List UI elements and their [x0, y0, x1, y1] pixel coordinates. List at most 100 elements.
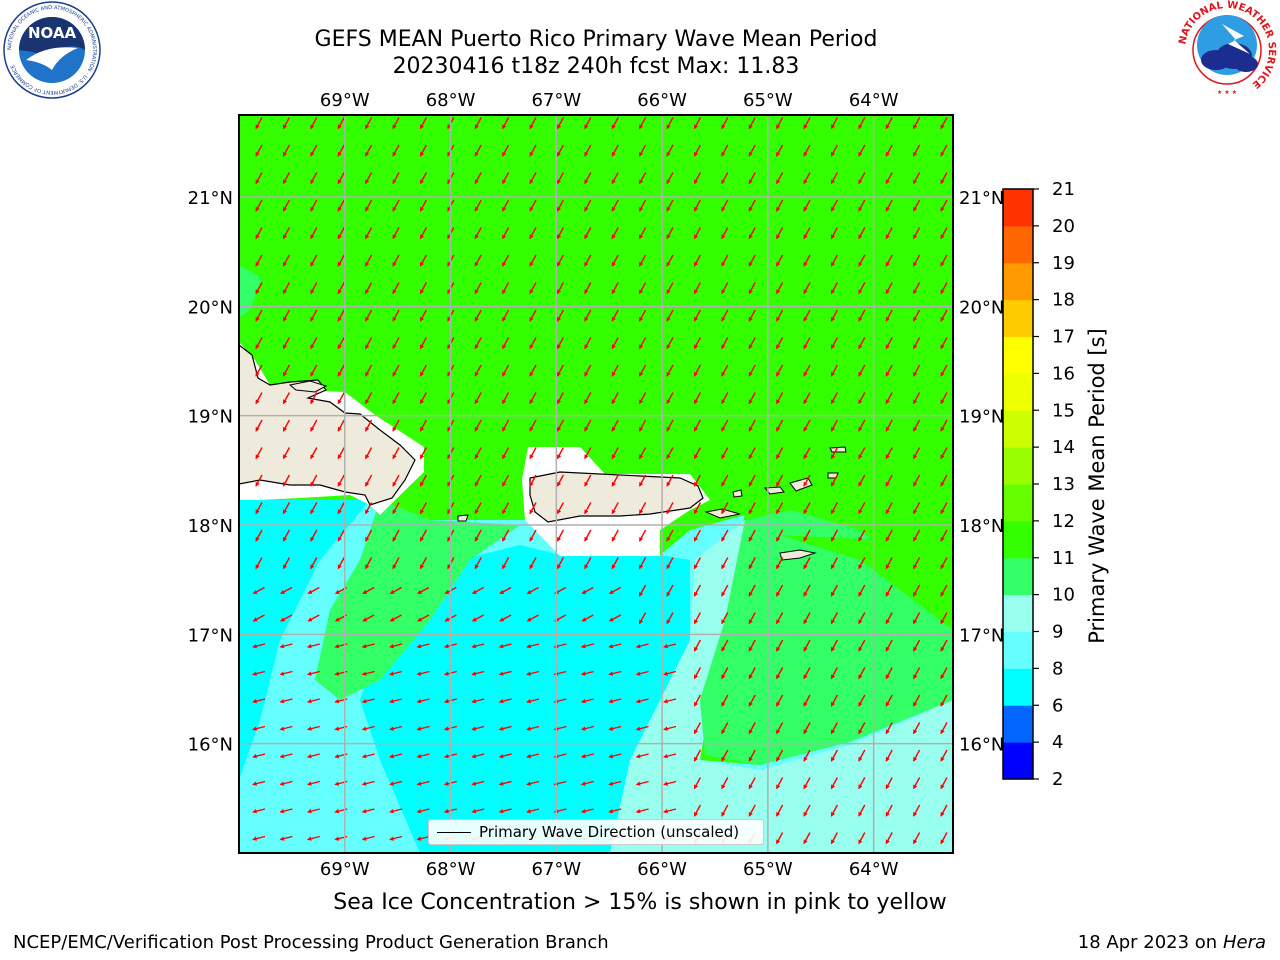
- wave-direction-arrow: [858, 694, 866, 707]
- wave-direction-arrow: [392, 282, 400, 295]
- wave-direction-arrow: [666, 392, 674, 405]
- colorbar-segment: [1003, 742, 1033, 780]
- wave-direction-arrow: [310, 474, 318, 487]
- wave-direction-arrow: [580, 725, 594, 731]
- wave-direction-arrow: [940, 832, 948, 845]
- wave-direction-arrow: [940, 804, 948, 817]
- wave-direction-arrow: [306, 643, 320, 649]
- wave-direction-arrow: [364, 392, 373, 405]
- wave-direction-arrow: [693, 694, 702, 707]
- wave-direction-arrow: [721, 667, 729, 680]
- lat-tick-right: 21°N: [959, 188, 1004, 209]
- wave-direction-arrow: [693, 777, 702, 790]
- wave-direction-arrow: [940, 612, 948, 625]
- wave-direction-arrow: [803, 722, 811, 735]
- wave-direction-arrow: [310, 199, 318, 212]
- wave-direction-arrow: [611, 309, 619, 322]
- wave-direction-arrow: [392, 199, 400, 212]
- wave-direction-arrow: [830, 777, 839, 790]
- wave-direction-arrow: [693, 474, 702, 487]
- wave-direction-arrow: [282, 392, 291, 405]
- wave-direction-arrow: [885, 337, 893, 350]
- wave-direction-arrow: [361, 643, 375, 649]
- wave-direction-arrow: [392, 419, 400, 432]
- wave-direction-arrow: [666, 364, 674, 377]
- wave-direction-arrow: [635, 643, 649, 649]
- wave-direction-arrow: [666, 199, 674, 212]
- wave-direction-arrow: [940, 529, 948, 542]
- wave-direction-arrow: [721, 199, 729, 212]
- wave-direction-arrow: [940, 392, 948, 405]
- wave-direction-arrow: [940, 364, 948, 377]
- wave-direction-arrow: [663, 808, 677, 814]
- wave-direction-arrow: [361, 835, 375, 841]
- wave-direction-arrow: [419, 474, 428, 487]
- wave-direction-arrow: [389, 643, 403, 649]
- wave-direction-arrow: [912, 227, 921, 240]
- wave-direction-arrow: [803, 392, 811, 405]
- wave-direction-arrow: [635, 808, 649, 814]
- wave-direction-arrow: [885, 612, 893, 625]
- wave-direction-arrow: [748, 199, 756, 212]
- colorbar-tick-label: 19: [1052, 253, 1075, 274]
- wave-direction-arrow: [471, 808, 485, 814]
- wave-direction-arrow: [885, 749, 893, 762]
- wave-direction-arrow: [498, 753, 512, 759]
- wave-direction-arrow: [307, 586, 320, 595]
- wave-direction-arrow: [364, 282, 373, 295]
- wave-direction-arrow: [693, 419, 702, 432]
- wave-direction-arrow: [885, 777, 893, 790]
- wave-direction-arrow: [337, 557, 345, 570]
- lat-tick-left: 16°N: [188, 735, 233, 756]
- wave-direction-arrow: [282, 557, 291, 570]
- colorbar-segment: [1003, 373, 1033, 411]
- wave-direction-arrow: [556, 529, 565, 542]
- nws-logo: NATIONAL WEATHER SERVICE ★ ★ ★: [1177, 0, 1277, 98]
- colorbar-tick-label: 15: [1052, 400, 1075, 421]
- lon-tick-bottom: 68°W: [426, 859, 476, 880]
- wave-direction-arrow: [501, 364, 510, 377]
- colorbar-segment: [1003, 447, 1033, 485]
- wave-direction-arrow: [858, 364, 866, 377]
- wave-direction-arrow: [255, 502, 263, 515]
- wave-direction-arrow: [337, 419, 345, 432]
- wave-direction-arrow: [638, 474, 647, 487]
- wave-direction-arrow: [337, 282, 345, 295]
- land-masses: [239, 342, 847, 561]
- wave-direction-arrow: [501, 502, 510, 515]
- wave-direction-arrow: [912, 502, 921, 515]
- wave-direction-arrow: [471, 643, 485, 649]
- wave-direction-arrow: [885, 419, 893, 432]
- wave-direction-arrow: [611, 254, 619, 267]
- wave-direction-arrow: [282, 364, 291, 377]
- wave-direction-arrow: [255, 117, 263, 130]
- wave-direction-arrow: [279, 780, 293, 786]
- wave-direction-arrow: [529, 282, 537, 295]
- wave-direction-arrow: [282, 529, 291, 542]
- wave-direction-arrow: [912, 364, 921, 377]
- wave-direction-arrow: [501, 529, 510, 542]
- chart-subtitle: 20230416 t18z 240h fcst Max: 11.83: [392, 54, 800, 79]
- wave-direction-arrow: [529, 392, 537, 405]
- wave-direction-arrow: [693, 584, 702, 597]
- wave-direction-arrow: [501, 254, 510, 267]
- wave-direction-arrow: [638, 502, 647, 515]
- wave-direction-arrow: [584, 172, 592, 185]
- wave-direction-arrow: [775, 364, 784, 377]
- wave-direction-arrow: [666, 117, 674, 130]
- wave-direction-arrow: [611, 447, 619, 460]
- wave-direction-arrow: [912, 667, 921, 680]
- wave-direction-arrow: [693, 254, 702, 267]
- wave-direction-arrow: [830, 804, 839, 817]
- wave-direction-arrow: [721, 777, 729, 790]
- wave-direction-arrow: [830, 199, 839, 212]
- wave-direction-arrow: [501, 557, 510, 570]
- wave-direction-arrow: [858, 392, 866, 405]
- wave-direction-arrow: [775, 749, 784, 762]
- wave-direction-arrow: [693, 364, 702, 377]
- wave-direction-arrow: [364, 474, 373, 487]
- wave-direction-arrow: [885, 227, 893, 240]
- wave-direction-arrow: [282, 254, 291, 267]
- wave-direction-arrow: [912, 777, 921, 790]
- colorbar-tick-label: 13: [1052, 474, 1075, 495]
